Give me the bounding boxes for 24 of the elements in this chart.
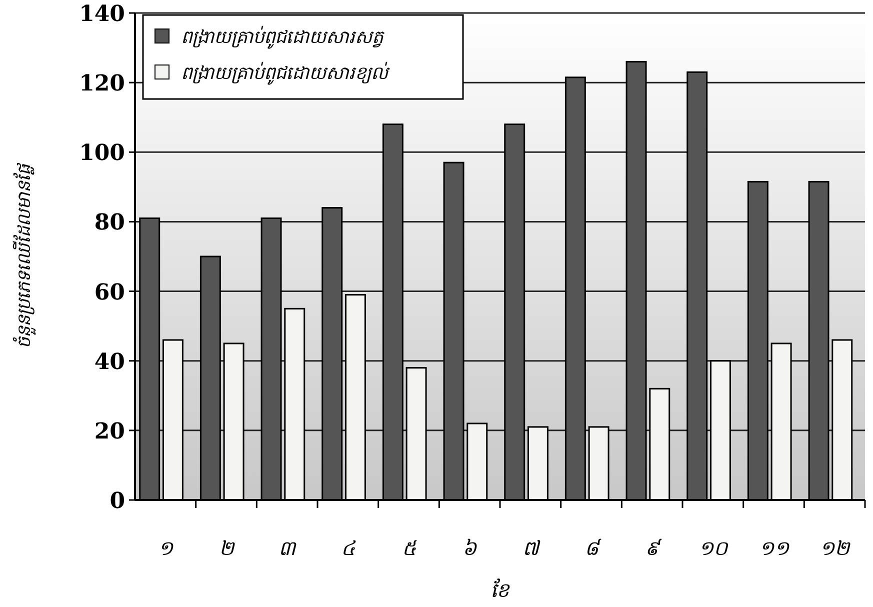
x-tick-label: ១: [158, 536, 175, 560]
x-tick-label: ៦: [462, 536, 479, 560]
x-tick-label: ១១: [758, 536, 791, 560]
x-tick-label: ៧: [522, 536, 542, 560]
x-tick-label: ១២: [820, 536, 852, 560]
x-tick-label: ៤: [340, 536, 356, 560]
x-tick-label: ៣: [278, 536, 298, 560]
y-tick-label: 120: [79, 70, 125, 97]
y-axis-title: ចំនួនប្រភេទឈើដែលមានផ្លែ: [12, 162, 36, 348]
y-tick-label: 40: [94, 348, 125, 375]
x-tick-label: ៩: [645, 536, 662, 560]
y-tick-label: 0: [110, 488, 125, 514]
x-tick-label: ២: [218, 536, 236, 560]
x-tick-label: ៨: [584, 536, 602, 560]
legend-label: ពង្រាយគ្រាប់ពូជដោយសារសត្វ: [181, 25, 385, 49]
legend-label: ពង្រាយគ្រាប់ពូជដោយសារខ្យល់: [181, 61, 390, 85]
x-axis-title: ខែ: [490, 578, 510, 602]
y-tick-label: 80: [94, 210, 125, 236]
y-tick-label: 100: [79, 140, 125, 166]
y-tick-label: 20: [94, 418, 125, 444]
x-tick-label: ៥: [402, 536, 417, 560]
x-tick-label: ១០: [698, 536, 730, 560]
y-tick-label: 140: [79, 1, 125, 27]
y-tick-label: 60: [94, 279, 125, 306]
